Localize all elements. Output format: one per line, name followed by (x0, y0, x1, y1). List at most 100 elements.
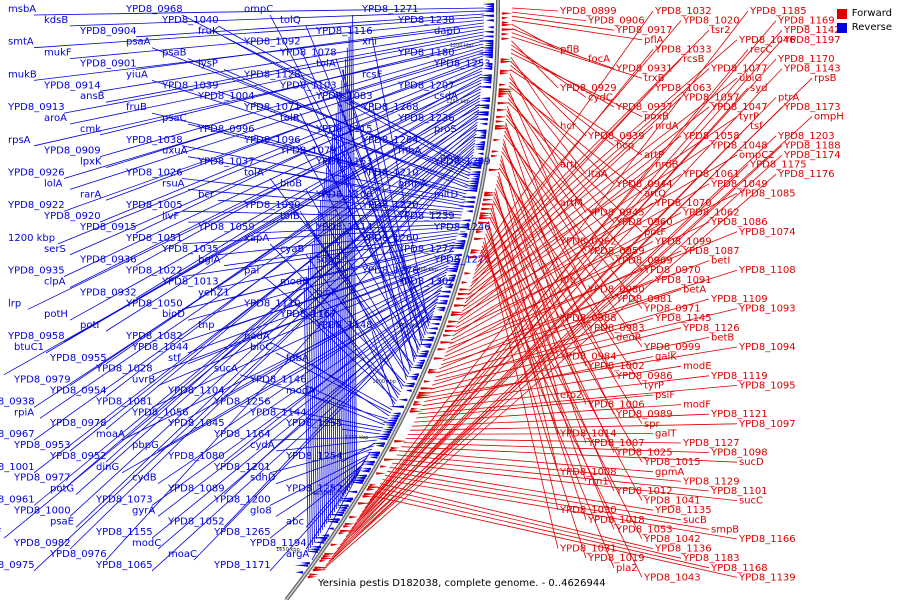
reverse-feature[interactable] (451, 260, 460, 264)
reverse-gene-label[interactable]: modB (280, 277, 309, 288)
reverse-feature[interactable] (392, 412, 401, 415)
reverse-feature[interactable] (475, 157, 483, 160)
reverse-feature[interactable] (483, 49, 494, 52)
reverse-feature[interactable] (448, 262, 460, 266)
reverse-feature[interactable] (336, 504, 349, 507)
reverse-gene-label[interactable]: YPD8_0953 (13, 440, 71, 451)
reverse-gene-label[interactable]: stf (168, 353, 181, 364)
reverse-feature[interactable] (485, 5, 494, 8)
reverse-gene-label[interactable]: YPD8_1200 (213, 495, 271, 506)
forward-gene-label[interactable]: YPD8_0944 (615, 179, 673, 190)
reverse-feature[interactable] (420, 350, 429, 353)
reverse-gene-label[interactable]: YPD8_1128 (243, 69, 301, 80)
reverse-feature[interactable] (423, 345, 431, 349)
reverse-gene-label[interactable]: tolQ (280, 15, 301, 26)
forward-gene-label[interactable]: YPD8_1166 (738, 534, 796, 545)
forward-gene-label[interactable]: sucC (739, 496, 763, 507)
reverse-gene-label[interactable]: rnhA (398, 146, 422, 157)
forward-gene-label[interactable]: gpmA (655, 467, 684, 478)
reverse-gene-label[interactable]: lrp (8, 298, 21, 309)
forward-feature[interactable] (478, 221, 492, 225)
forward-feature[interactable] (456, 297, 467, 300)
forward-gene-label[interactable]: YPD8_1101 (710, 486, 768, 497)
forward-gene-label[interactable]: artQ (644, 188, 666, 199)
reverse-gene-label[interactable]: uvrB (132, 375, 155, 386)
reverse-gene-label[interactable]: fabA (286, 353, 309, 364)
forward-feature[interactable] (499, 83, 507, 87)
reverse-feature[interactable] (433, 295, 450, 298)
reverse-gene-label[interactable]: YPD8_1272 (397, 244, 455, 255)
forward-gene-label[interactable]: ompC2 (739, 150, 775, 161)
reverse-feature[interactable] (349, 481, 363, 484)
reverse-feature[interactable] (416, 343, 432, 346)
reverse-feature[interactable] (294, 564, 309, 567)
reverse-gene-label[interactable]: glo8 (250, 505, 272, 516)
forward-feature[interactable] (312, 568, 328, 572)
reverse-feature[interactable] (426, 336, 435, 340)
forward-gene-label[interactable]: YPD8_0929 (559, 83, 617, 94)
forward-gene-label[interactable]: YPD8_1063 (654, 83, 712, 94)
forward-gene-label[interactable]: YPD8_1176 (777, 169, 835, 180)
reverse-feature[interactable] (472, 111, 489, 114)
forward-gene-label[interactable]: rcsB (683, 54, 705, 65)
reverse-feature[interactable] (413, 364, 423, 367)
reverse-gene-label[interactable]: YPD8_1201 (213, 462, 271, 473)
forward-gene-label[interactable]: YPD8_1006 (587, 400, 645, 411)
forward-feature[interactable] (501, 12, 513, 15)
reverse-gene-label[interactable]: sdhB (316, 255, 341, 266)
forward-gene-label[interactable]: YPD8_0971 (643, 304, 701, 315)
reverse-gene-label[interactable]: rarA (80, 189, 101, 200)
reverse-feature[interactable] (480, 14, 494, 18)
reverse-gene-label[interactable]: YPD8_1092 (243, 37, 301, 48)
forward-gene-label[interactable]: YPD8_1135 (654, 505, 712, 516)
forward-feature[interactable] (501, 28, 518, 31)
reverse-feature[interactable] (416, 361, 424, 365)
reverse-gene-label[interactable]: YPD8_1022 (125, 266, 183, 277)
reverse-gene-label[interactable]: YPD8_0904 (79, 26, 137, 37)
reverse-feature[interactable] (361, 460, 375, 464)
forward-feature[interactable] (457, 292, 474, 296)
reverse-gene-label[interactable]: psaF (0, 527, 2, 538)
forward-gene-label[interactable]: rtn1 (588, 476, 609, 487)
reverse-gene-label[interactable]: bglA (198, 255, 220, 266)
reverse-gene-label[interactable]: YPD8_1035 (161, 244, 219, 255)
forward-gene-label[interactable]: YPD8_1183 (682, 553, 740, 564)
forward-gene-label[interactable]: YPD8_1173 (783, 102, 841, 113)
reverse-gene-label[interactable]: YPD8_0901 (79, 59, 137, 70)
forward-gene-label[interactable]: YPD8_1062 (682, 208, 740, 219)
reverse-gene-label[interactable]: YPD8_1270 (361, 200, 419, 211)
reverse-feature[interactable] (335, 511, 345, 514)
reverse-feature[interactable] (350, 479, 365, 482)
forward-gene-label[interactable]: YPD8_1030 (559, 505, 617, 516)
reverse-feature[interactable] (455, 239, 466, 243)
reverse-gene-label[interactable]: YPD8_0938 (0, 396, 35, 407)
forward-gene-label[interactable]: YPD8_1070 (654, 198, 712, 209)
reverse-gene-label[interactable]: YPD8_1065 (95, 560, 153, 571)
reverse-gene-label[interactable]: psaE (50, 516, 74, 527)
reverse-gene-label[interactable]: YPD8_1028 (95, 364, 153, 375)
reverse-feature[interactable] (472, 129, 487, 133)
reverse-gene-label[interactable]: YPD8_1146 (249, 375, 307, 386)
reverse-feature[interactable] (428, 318, 442, 321)
reverse-feature[interactable] (411, 373, 419, 376)
reverse-gene-label[interactable]: YPD8_1260 (361, 233, 419, 244)
reverse-gene-label[interactable]: YPD8_1039 (161, 80, 219, 91)
forward-gene-label[interactable]: YPD8_1019 (587, 553, 645, 564)
reverse-gene-label[interactable]: YPD8_1104 (167, 386, 225, 397)
reverse-feature[interactable] (473, 143, 485, 146)
forward-gene-label[interactable]: psiF (655, 390, 675, 401)
reverse-gene-label[interactable]: msbA (8, 4, 36, 15)
reverse-gene-label[interactable]: mltD (434, 189, 458, 200)
reverse-gene-label[interactable]: YPD8_1163 (315, 157, 373, 168)
forward-feature[interactable] (363, 492, 377, 496)
reverse-feature[interactable] (470, 170, 481, 174)
reverse-feature[interactable] (468, 164, 482, 167)
reverse-gene-label[interactable]: YPD8_0958 (7, 331, 65, 342)
forward-feature[interactable] (446, 325, 459, 328)
reverse-feature[interactable] (462, 184, 478, 188)
forward-feature[interactable] (409, 410, 423, 413)
reverse-gene-label[interactable]: xni (362, 37, 377, 48)
reverse-gene-label[interactable]: moaC (168, 549, 197, 560)
reverse-gene-label[interactable]: argA (286, 549, 309, 560)
reverse-gene-label[interactable]: 1200 kbp (8, 233, 55, 244)
